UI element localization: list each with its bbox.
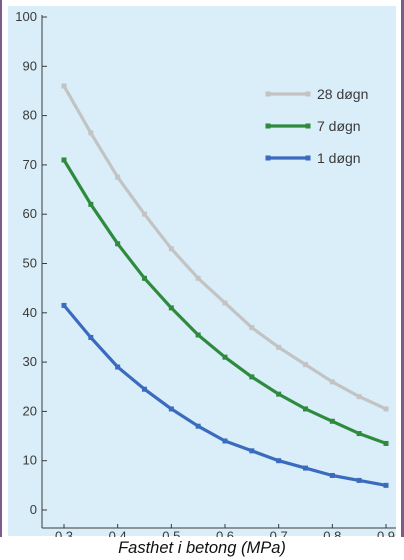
y-tick-label: 40 <box>23 305 37 320</box>
data-point <box>276 391 282 397</box>
data-point <box>249 374 255 380</box>
data-point <box>88 130 94 136</box>
series-line-1-dogn <box>62 304 387 487</box>
x-tick-label: 0,5 <box>162 529 180 537</box>
data-point <box>329 418 335 424</box>
legend-marker <box>305 123 311 129</box>
legend: 28 døgn 7 døgn 1 døgn <box>265 86 368 166</box>
data-point <box>168 406 174 412</box>
data-point <box>356 477 362 483</box>
data-point <box>303 362 308 368</box>
plot-area <box>8 6 396 536</box>
legend-marker <box>265 123 271 129</box>
legend-label: 7 døgn <box>317 118 361 134</box>
legend-marker <box>305 155 311 161</box>
data-point <box>329 472 335 478</box>
data-point <box>249 325 255 331</box>
axes: 0 10 20 30 40 50 60 70 80 90 100 0,3 0,4 0,5 0,6 0,7 0,8… <box>15 9 396 537</box>
y-tick-label: 50 <box>23 256 37 271</box>
x-tick-label: 0,4 <box>109 529 127 537</box>
data-point <box>222 438 228 444</box>
y-tick-label: 100 <box>15 9 37 24</box>
data-point <box>276 458 282 464</box>
data-point <box>142 386 147 392</box>
data-point <box>168 305 174 311</box>
x-axis-title: Fasthet i betong (MPa) <box>118 539 286 557</box>
data-point <box>115 241 121 247</box>
y-tick-label: 60 <box>23 206 37 221</box>
data-point <box>142 275 147 281</box>
data-point <box>88 334 94 340</box>
legend-marker <box>265 91 271 97</box>
data-point <box>383 482 389 488</box>
data-point <box>383 440 389 446</box>
y-tick-label: 30 <box>23 354 37 369</box>
x-tick-label: 0,6 <box>216 529 234 537</box>
line-chart: 0 10 20 30 40 50 60 70 80 90 100 0,3 0,4 0,5 0,6 0,7 0,8… <box>15 9 396 537</box>
data-point <box>61 302 67 308</box>
data-point <box>303 406 308 412</box>
y-tick-label: 80 <box>23 108 37 123</box>
y-tick-label: 90 <box>23 58 37 73</box>
legend-marker <box>265 155 271 161</box>
data-point <box>249 448 255 454</box>
y-tick-label: 0 <box>30 502 37 517</box>
legend-label: 1 døgn <box>317 150 361 166</box>
data-point <box>88 201 94 207</box>
data-point <box>329 379 335 385</box>
data-point <box>356 394 362 400</box>
y-tick-label: 20 <box>23 403 37 418</box>
legend-marker <box>305 91 311 97</box>
data-point <box>383 406 389 412</box>
data-point <box>222 300 228 306</box>
data-point <box>61 83 67 89</box>
data-point <box>195 332 201 338</box>
data-point <box>142 211 147 217</box>
x-tick-label: 0,3 <box>55 529 73 537</box>
data-point <box>276 344 282 350</box>
series-layer <box>61 83 389 488</box>
data-point <box>222 354 228 360</box>
data-point <box>195 275 201 281</box>
x-tick-label: 0,8 <box>323 529 341 537</box>
data-point <box>115 174 121 180</box>
data-point <box>356 431 362 437</box>
data-point <box>168 246 174 252</box>
x-tick-label: 0,9 <box>377 529 395 537</box>
data-point <box>115 364 121 370</box>
x-tick-label: 0,7 <box>270 529 288 537</box>
data-point <box>303 465 308 471</box>
data-point <box>195 423 201 429</box>
legend-label: 28 døgn <box>317 86 368 102</box>
y-tick-label: 10 <box>23 453 37 468</box>
data-point <box>61 157 67 163</box>
y-tick-label: 70 <box>23 157 37 172</box>
